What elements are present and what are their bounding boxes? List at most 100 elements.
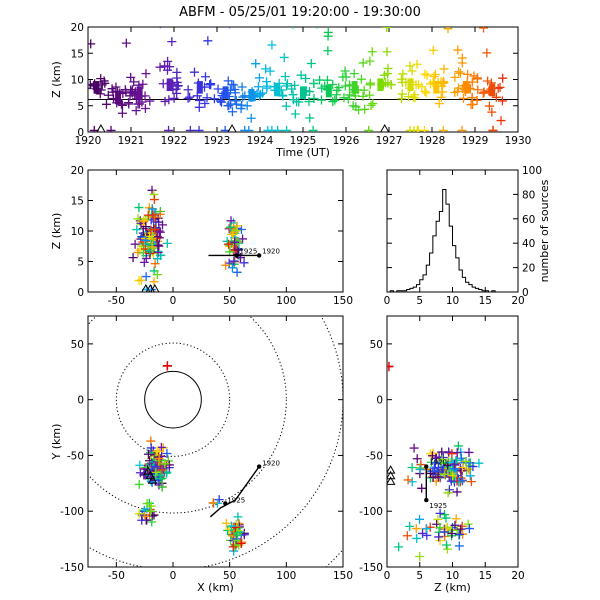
source-point (394, 542, 404, 552)
source-point (88, 83, 92, 93)
dense-cluster-mark (274, 83, 281, 97)
source-point (465, 17, 474, 26)
source-point (185, 92, 195, 102)
source-point (282, 125, 292, 132)
source-point (163, 11, 172, 20)
source-point (159, 13, 168, 22)
source-point (457, 462, 467, 472)
z_y_view-ytick-label: 50 (370, 339, 383, 351)
histogram-bar (420, 280, 423, 292)
source-point (488, 125, 498, 132)
z_y_view-xlabel: Z (km) (434, 581, 471, 594)
source-point (358, 58, 368, 68)
station-marker (227, 123, 237, 133)
source-point (221, 518, 231, 528)
source-point (255, 89, 265, 99)
source-point (454, 541, 464, 551)
source-point (304, 97, 314, 107)
source-point (226, 222, 236, 232)
source-point (437, 87, 447, 97)
source-point (251, 59, 261, 69)
plan_view-xtick-label: 50 (223, 570, 236, 582)
source-point (137, 515, 147, 525)
height_histogram-ytick-label: 60 (522, 214, 535, 226)
source-point (147, 517, 157, 527)
time_height-xtick-label: 1922 (161, 135, 188, 147)
source-point (237, 82, 247, 92)
source-point (240, 91, 250, 101)
x_height-ytick-label: 0 (77, 287, 84, 299)
source-point (150, 259, 160, 269)
source-point (397, 94, 407, 104)
source-point (141, 69, 151, 79)
source-point (209, 94, 219, 104)
dense-cluster-mark (136, 86, 143, 99)
histogram-bar (482, 291, 485, 292)
source-point (280, 71, 290, 81)
source-point (466, 477, 476, 487)
storm-track (209, 466, 260, 518)
track-point (256, 464, 262, 469)
source-point (135, 468, 145, 478)
track-label: 1925 (239, 247, 257, 255)
source-point (450, 520, 460, 530)
source-point (441, 540, 451, 550)
source-point (430, 458, 440, 468)
source-point (420, 69, 430, 79)
source-point (194, 125, 204, 132)
time_height-panel: 1920 1921 1922 1923 1924 1925 1926 1927 1928 1929… (50, 11, 531, 159)
source-point (224, 224, 234, 234)
source-point (498, 73, 508, 83)
source-point (227, 263, 237, 273)
time_height-ytick-label: 20 (71, 22, 84, 34)
source-point (418, 528, 428, 538)
source-point (185, 125, 195, 132)
time_height-xtick-label: 1927 (376, 135, 403, 147)
source-point (425, 449, 435, 459)
histogram-bar (400, 291, 403, 292)
source-point (417, 82, 427, 92)
track-point (256, 253, 262, 258)
source-point (148, 210, 158, 220)
source-point (429, 72, 439, 82)
x_height-ytick-label: 5 (77, 257, 84, 269)
z_y_view-xtick-label: 0 (384, 570, 391, 582)
source-point (348, 101, 358, 111)
histogram-bar (462, 277, 465, 292)
dense-cluster-mark (407, 78, 414, 92)
source-point (169, 93, 179, 103)
source-point (164, 460, 174, 470)
source-point (447, 529, 457, 539)
source-point (473, 85, 483, 95)
source-point (464, 524, 474, 534)
z_y_view-xtick-label: 10 (446, 570, 459, 582)
source-point (149, 195, 159, 205)
source-point (448, 471, 458, 481)
source-point (288, 95, 298, 105)
source-point (141, 272, 151, 282)
source-point (136, 275, 146, 285)
histogram-bar (390, 291, 393, 292)
source-point (474, 458, 484, 468)
source-point (147, 242, 157, 252)
source-point (451, 456, 461, 466)
plot-area: 1925 1920 (128, 185, 280, 292)
source-point (183, 85, 193, 95)
x_height-xtick-label: 50 (223, 295, 236, 307)
source-point (397, 74, 407, 84)
source-point (126, 87, 136, 97)
source-point (230, 523, 240, 533)
source-point (155, 209, 165, 219)
figure-title: ABFM - 05/25/01 19:20:00 - 19:30:00 (179, 5, 421, 20)
source-point (231, 534, 241, 544)
source-point (143, 449, 153, 459)
height_histogram-xtick-label: 5 (416, 295, 423, 307)
source-point (491, 92, 501, 102)
histogram-bar (466, 282, 469, 292)
source-point (101, 99, 111, 109)
source-point (100, 78, 110, 88)
time_height-ytick-label: 15 (71, 48, 84, 60)
source-point (496, 116, 506, 126)
station-marker (145, 470, 156, 480)
source-point (200, 99, 210, 109)
